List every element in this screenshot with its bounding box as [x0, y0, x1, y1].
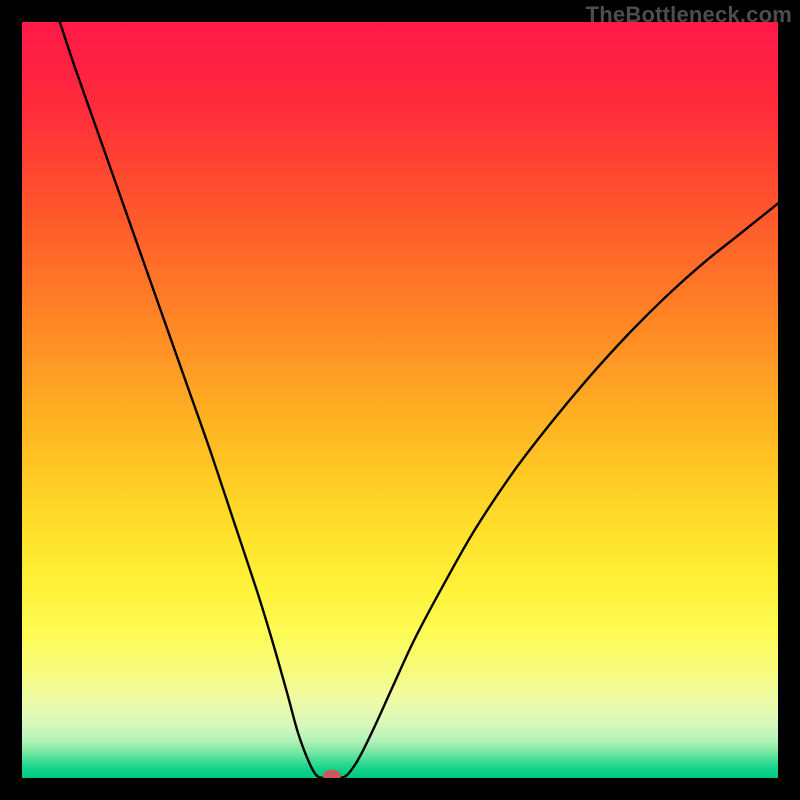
bottleneck-chart-svg — [22, 22, 778, 778]
plot-area — [22, 22, 778, 778]
chart-container: TheBottleneck.com — [0, 0, 800, 800]
gradient-background — [22, 22, 778, 778]
